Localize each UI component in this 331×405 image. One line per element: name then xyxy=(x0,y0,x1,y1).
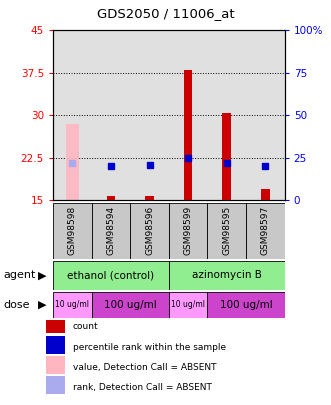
Bar xyxy=(169,261,285,290)
Bar xyxy=(169,202,208,259)
Text: 100 ug/ml: 100 ug/ml xyxy=(104,300,157,310)
Bar xyxy=(208,292,285,318)
Bar xyxy=(145,196,154,200)
Text: value, Detection Call = ABSENT: value, Detection Call = ABSENT xyxy=(73,363,216,372)
Bar xyxy=(208,202,246,259)
Text: 100 ug/ml: 100 ug/ml xyxy=(220,300,272,310)
Bar xyxy=(46,315,65,333)
Bar xyxy=(261,189,269,200)
Text: 10 ug/ml: 10 ug/ml xyxy=(55,300,89,309)
Bar xyxy=(46,376,65,394)
Bar xyxy=(130,202,169,259)
Text: ▶: ▶ xyxy=(38,300,47,310)
Bar xyxy=(66,124,79,200)
Text: 10 ug/ml: 10 ug/ml xyxy=(171,300,205,309)
Bar xyxy=(53,261,169,290)
Text: ethanol (control): ethanol (control) xyxy=(67,271,155,280)
Text: percentile rank within the sample: percentile rank within the sample xyxy=(73,343,226,352)
Bar xyxy=(222,113,231,200)
Text: ▶: ▶ xyxy=(38,271,47,280)
Bar xyxy=(169,292,208,318)
Bar xyxy=(107,196,115,200)
Bar xyxy=(46,356,65,374)
Text: agent: agent xyxy=(3,271,36,280)
Bar xyxy=(46,336,65,354)
Text: rank, Detection Call = ABSENT: rank, Detection Call = ABSENT xyxy=(73,383,212,392)
Text: GSM98598: GSM98598 xyxy=(68,206,77,256)
Text: GSM98597: GSM98597 xyxy=(261,206,270,256)
Bar xyxy=(53,292,92,318)
Text: azinomycin B: azinomycin B xyxy=(192,271,262,280)
Bar xyxy=(92,292,169,318)
Text: GSM98595: GSM98595 xyxy=(222,206,231,256)
Text: GSM98594: GSM98594 xyxy=(106,206,116,256)
Bar xyxy=(53,202,92,259)
Text: GSM98599: GSM98599 xyxy=(184,206,193,256)
Text: GSM98596: GSM98596 xyxy=(145,206,154,256)
Text: count: count xyxy=(73,322,98,331)
Bar xyxy=(184,70,192,200)
Bar xyxy=(92,202,130,259)
Text: dose: dose xyxy=(3,300,30,310)
Bar xyxy=(246,202,285,259)
Text: GDS2050 / 11006_at: GDS2050 / 11006_at xyxy=(97,7,234,20)
